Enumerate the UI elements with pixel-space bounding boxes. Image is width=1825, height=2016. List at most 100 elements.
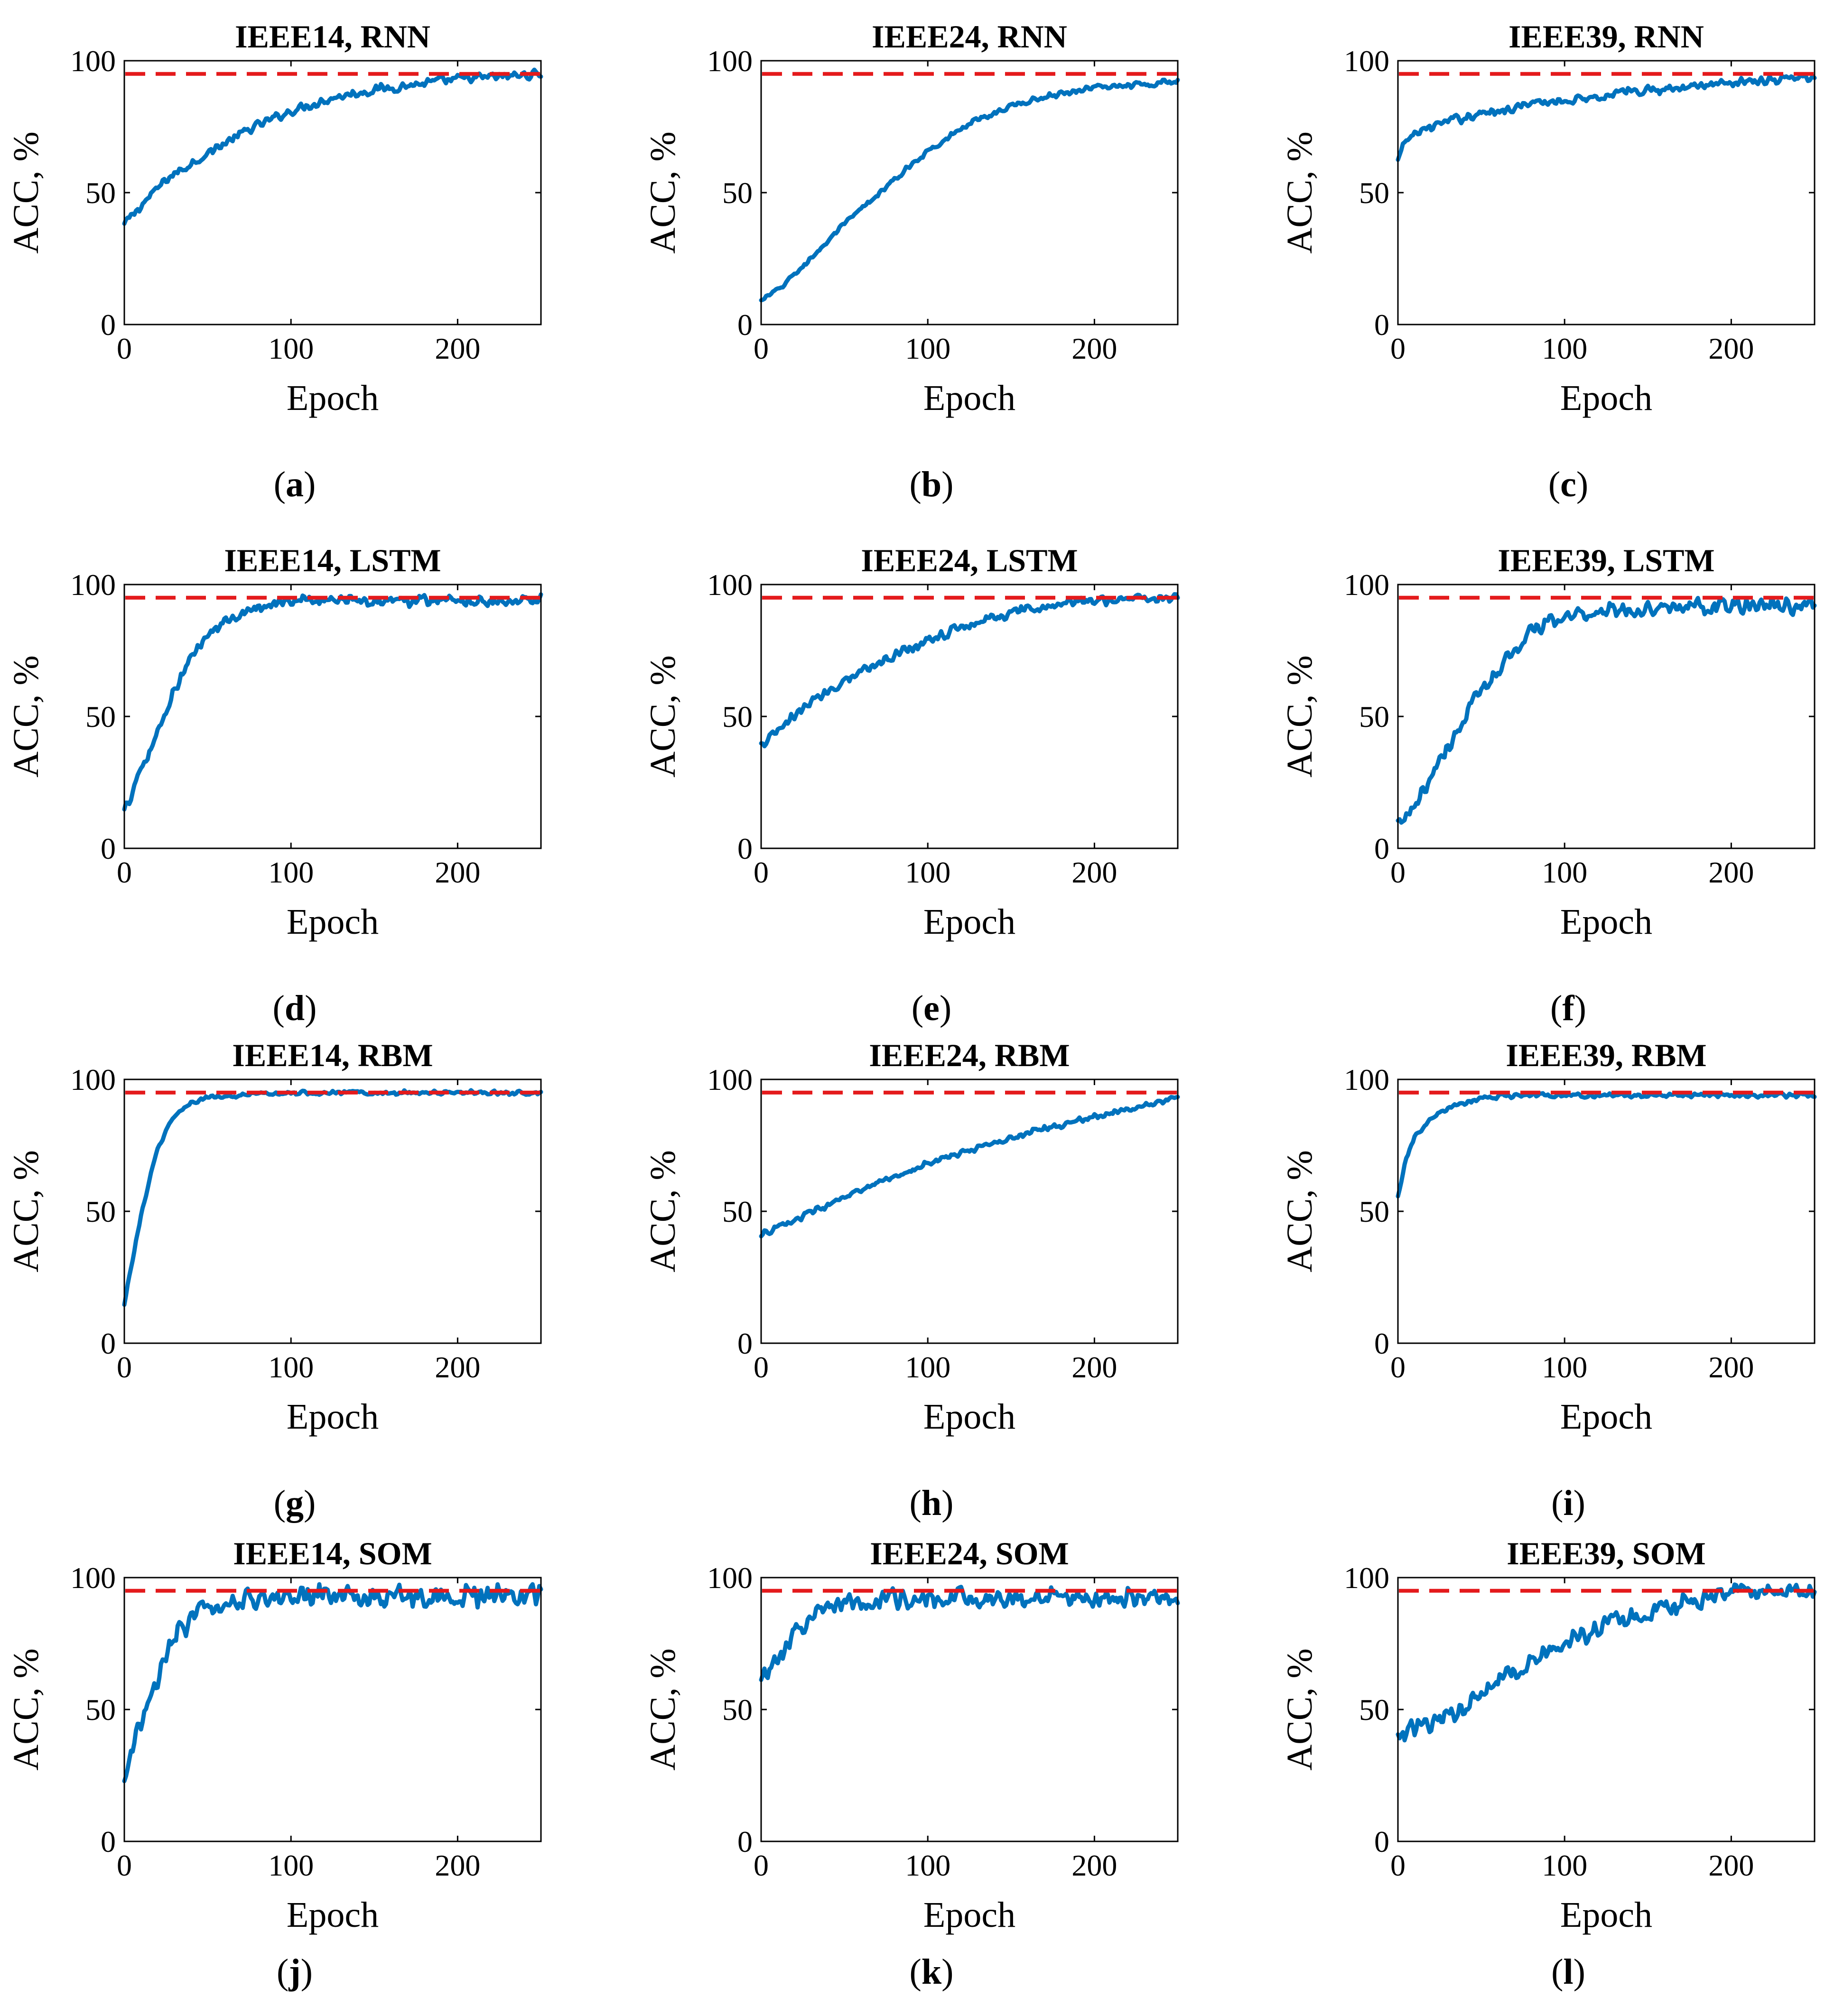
panel-caption-letter: j — [288, 1952, 300, 1992]
panel-caption-letter: d — [285, 988, 305, 1028]
x-tick-label: 0 — [754, 332, 769, 365]
panel-caption: (h) — [910, 1483, 954, 1523]
chart-panel-d: IEEE14, LSTM 0 100 200 0 50 100 Epoch ACC, % (d) — [6, 542, 543, 1028]
x-tick-label: 0 — [1390, 1350, 1406, 1384]
y-tick-label: 100 — [1344, 1063, 1389, 1096]
chart-panel-i: IEEE39, RBM 0 100 200 0 50 100 Epoch ACC, % (i) — [1280, 1037, 1817, 1523]
chart-title: IEEE39, LSTM — [1498, 542, 1714, 578]
panel-caption: (b) — [910, 465, 954, 504]
y-axis-label: ACC, % — [643, 1648, 683, 1771]
chart-title: IEEE24, LSTM — [861, 542, 1078, 578]
panel-caption: (i) — [1551, 1483, 1585, 1523]
x-tick-label: 0 — [117, 855, 132, 889]
y-tick-label: 100 — [70, 44, 116, 78]
panel-caption-letter: h — [922, 1483, 941, 1523]
y-tick-label: 0 — [737, 832, 753, 865]
chart-panel-c: IEEE39, RNN 0 100 200 0 50 100 Epoch ACC, % (c) — [1280, 19, 1817, 504]
panel-caption-letter: f — [1562, 988, 1575, 1028]
x-tick-label: 100 — [268, 1350, 314, 1384]
y-tick-label: 0 — [101, 832, 116, 865]
series-line-acc — [122, 67, 543, 226]
x-tick-label: 200 — [1071, 332, 1117, 365]
panel-caption: (k) — [910, 1952, 954, 1992]
y-tick-label: 50 — [722, 700, 753, 734]
y-axis-label: ACC, % — [6, 131, 46, 254]
y-tick-label: 50 — [85, 700, 116, 734]
chart-title: IEEE39, SOM — [1507, 1535, 1705, 1571]
x-axis-label: Epoch — [923, 902, 1015, 942]
x-axis-label: Epoch — [923, 378, 1015, 418]
x-tick-label: 200 — [1708, 332, 1754, 365]
y-tick-label: 100 — [1344, 1561, 1389, 1595]
x-tick-label: 100 — [268, 332, 314, 365]
y-axis-label: ACC, % — [1280, 1648, 1320, 1771]
y-tick-label: 100 — [707, 1561, 753, 1595]
panel-caption-letter: l — [1563, 1952, 1573, 1992]
x-axis-label: Epoch — [923, 1895, 1015, 1935]
x-tick-label: 0 — [117, 332, 132, 365]
series-line-acc — [1396, 1091, 1817, 1198]
panel-caption-letter: a — [286, 465, 304, 504]
x-tick-label: 200 — [435, 1849, 480, 1882]
x-tick-label: 100 — [1542, 332, 1587, 365]
x-tick-label: 200 — [1071, 855, 1117, 889]
series-line-acc — [122, 1088, 543, 1307]
panel-caption-letter: c — [1560, 465, 1576, 504]
panel-caption: (l) — [1551, 1952, 1585, 1992]
y-tick-label: 50 — [1359, 1195, 1389, 1228]
x-tick-label: 200 — [435, 1350, 480, 1384]
chart-panel-h: IEEE24, RBM 0 100 200 0 50 100 Epoch ACC, % (h) — [643, 1037, 1180, 1523]
y-tick-label: 50 — [722, 1693, 753, 1727]
x-axis-label: Epoch — [287, 1397, 379, 1437]
panel-caption: (e) — [912, 988, 951, 1028]
y-tick-label: 0 — [101, 1327, 116, 1360]
panel-caption-letter: k — [922, 1952, 942, 1992]
chart-panel-g: IEEE14, RBM 0 100 200 0 50 100 Epoch ACC, % (g) — [6, 1037, 543, 1523]
y-tick-label: 0 — [1374, 1327, 1389, 1360]
x-tick-label: 0 — [1390, 332, 1406, 365]
y-tick-label: 100 — [707, 568, 753, 602]
series-line-acc — [759, 1095, 1180, 1239]
y-tick-label: 100 — [1344, 568, 1389, 602]
chart-title: IEEE39, RNN — [1508, 19, 1704, 55]
y-axis-label: ACC, % — [6, 1648, 46, 1771]
y-axis-label: ACC, % — [6, 655, 46, 778]
series-line-acc — [122, 1582, 543, 1784]
panel-caption-letter: g — [286, 1483, 304, 1523]
y-axis-label: ACC, % — [643, 655, 683, 778]
y-tick-label: 100 — [707, 1063, 753, 1096]
chart-title: IEEE24, RBM — [869, 1037, 1070, 1073]
panel-caption: (c) — [1548, 465, 1588, 504]
chart-title: IEEE24, RNN — [872, 19, 1067, 55]
chart-title: IEEE14, RBM — [232, 1037, 433, 1073]
series-line-acc — [122, 592, 543, 812]
y-tick-label: 50 — [85, 176, 116, 210]
x-tick-label: 100 — [905, 1849, 950, 1882]
x-axis-label: Epoch — [923, 1397, 1015, 1437]
x-tick-label: 0 — [1390, 1849, 1406, 1882]
y-tick-label: 0 — [1374, 1825, 1389, 1858]
chart-title: IEEE14, RNN — [235, 19, 430, 55]
chart-title: IEEE14, LSTM — [224, 542, 441, 578]
y-tick-label: 50 — [1359, 700, 1389, 734]
chart-panel-b: IEEE24, RNN 0 100 200 0 50 100 Epoch ACC, % (b) — [643, 19, 1180, 504]
y-tick-label: 0 — [101, 1825, 116, 1858]
chart-panel-l: IEEE39, SOM 0 100 200 0 50 100 Epoch ACC, % (l) — [1280, 1535, 1817, 1992]
y-tick-label: 0 — [737, 1825, 753, 1858]
x-tick-label: 100 — [268, 1849, 314, 1882]
chart-panel-j: IEEE14, SOM 0 100 200 0 50 100 Epoch ACC, % (j) — [6, 1535, 543, 1992]
y-tick-label: 50 — [1359, 1693, 1389, 1727]
x-tick-label: 0 — [754, 1350, 769, 1384]
x-tick-label: 200 — [1071, 1350, 1117, 1384]
series-line-acc — [759, 1585, 1180, 1682]
x-tick-label: 100 — [1542, 1350, 1587, 1384]
panel-caption-letter: b — [922, 465, 941, 504]
x-tick-label: 200 — [435, 332, 480, 365]
panel-caption: (j) — [277, 1952, 313, 1992]
x-tick-label: 0 — [117, 1350, 132, 1384]
x-axis-label: Epoch — [1560, 1397, 1652, 1437]
x-tick-label: 0 — [754, 1849, 769, 1882]
x-tick-label: 100 — [905, 1350, 950, 1384]
y-axis-label: ACC, % — [1280, 1150, 1320, 1273]
x-tick-label: 100 — [905, 855, 950, 889]
